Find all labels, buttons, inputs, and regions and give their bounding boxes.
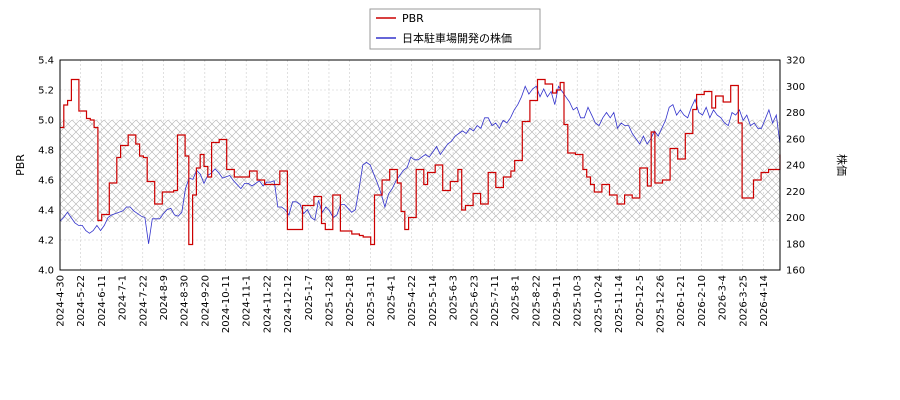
x-tick-label: 2025-1-28 bbox=[324, 275, 335, 327]
legend: PBR 日本駐車場開発の株価 bbox=[369, 8, 541, 50]
x-tick-label: 2025-8-22 bbox=[531, 275, 542, 327]
y-right-tick-label: 200 bbox=[786, 213, 805, 224]
y-right-tick-label: 180 bbox=[786, 239, 805, 250]
x-ticks: 2024-4-30 2024-5-22 2024-6-11 2024-7-1 2024-… bbox=[56, 275, 770, 333]
x-tick-label: 2026-4-14 bbox=[759, 275, 770, 327]
y-right-tick-label: 320 bbox=[786, 56, 805, 67]
series-line-pbr bbox=[60, 78, 781, 246]
y-left-axis-label: PBR bbox=[14, 154, 27, 176]
y-right-tick-label: 160 bbox=[786, 266, 805, 277]
y-left-tick-label: 4.0 bbox=[38, 266, 54, 277]
x-tick-label: 2025-3-11 bbox=[366, 275, 377, 327]
series-line-stock bbox=[59, 85, 781, 244]
x-tick-label: 2024-11-22 bbox=[262, 275, 273, 333]
x-tick-label: 2025-6-3 bbox=[449, 275, 460, 320]
y-left-tick-label: 5.2 bbox=[38, 86, 54, 97]
x-tick-label: 2025-10-24 bbox=[593, 275, 604, 333]
x-tick-label: 2026-3-4 bbox=[718, 275, 729, 320]
x-tick-label: 2025-2-18 bbox=[345, 275, 356, 327]
x-tick-label: 2025-10-3 bbox=[573, 275, 584, 327]
x-tick-label: 2024-9-20 bbox=[200, 275, 211, 327]
y-left-tick-label: 4.6 bbox=[38, 176, 54, 187]
y-left-tick-label: 5.0 bbox=[38, 116, 54, 127]
x-tick-label: 2025-9-11 bbox=[552, 275, 563, 327]
x-tick-label: 2026-3-25 bbox=[738, 275, 749, 327]
x-tick-label: 2024-5-22 bbox=[76, 275, 87, 327]
legend-label-stock: 日本駐車場開発の株価 bbox=[402, 31, 512, 45]
x-tick-label: 2026-1-21 bbox=[676, 275, 687, 327]
x-tick-label: 2024-6-11 bbox=[97, 275, 108, 327]
plot-frame bbox=[59, 59, 781, 271]
y-right-tick-label: 240 bbox=[786, 161, 805, 172]
x-tick-label: 2025-1-7 bbox=[304, 275, 315, 320]
y-left-ticks: 4.0 4.2 4.4 4.6 4.8 5.0 5.2 5.4 bbox=[38, 56, 54, 277]
x-tick-label: 2024-10-11 bbox=[221, 275, 232, 333]
x-tick-label: 2025-7-11 bbox=[490, 275, 501, 327]
x-tick-label: 2025-5-14 bbox=[428, 275, 439, 327]
y-right-ticks: 160 180 200 220 240 260 280 300 320 bbox=[786, 56, 805, 277]
x-tick-label: 2025-8-1 bbox=[511, 275, 522, 320]
y-left-tick-label: 4.4 bbox=[38, 206, 54, 217]
x-tick-label: 2024-8-30 bbox=[180, 275, 191, 327]
x-tick-label: 2025-12-26 bbox=[656, 275, 667, 333]
y-left-tick-label: 4.2 bbox=[38, 236, 54, 247]
y-right-axis-label: 株価 bbox=[835, 154, 849, 176]
x-tick-label: 2024-8-9 bbox=[159, 275, 170, 320]
y-right-tick-label: 300 bbox=[786, 82, 805, 93]
x-tick-label: 2024-12-12 bbox=[283, 275, 294, 333]
shaded-band bbox=[60, 120, 780, 222]
y-right-tick-label: 260 bbox=[786, 134, 805, 145]
y-left-tick-label: 5.4 bbox=[38, 56, 54, 67]
x-tick-label: 2024-4-30 bbox=[56, 275, 67, 327]
y-right-tick-label: 220 bbox=[786, 187, 805, 198]
x-tick-label: 2025-11-14 bbox=[614, 275, 625, 333]
x-tick-label: 2025-6-23 bbox=[469, 275, 480, 327]
x-tick-label: 2025-4-22 bbox=[407, 275, 418, 327]
x-tick-label: 2024-7-1 bbox=[118, 275, 129, 320]
x-tick-label: 2024-11-1 bbox=[242, 275, 253, 327]
x-tick-label: 2025-4-1 bbox=[387, 275, 398, 320]
x-tick-label: 2025-12-5 bbox=[635, 275, 646, 327]
y-left-tick-label: 4.8 bbox=[38, 146, 54, 157]
legend-label-pbr: PBR bbox=[402, 12, 424, 25]
y-right-tick-label: 280 bbox=[786, 108, 805, 119]
x-tick-label: 2026-2-10 bbox=[697, 275, 708, 327]
x-tick-label: 2024-7-22 bbox=[138, 275, 149, 327]
